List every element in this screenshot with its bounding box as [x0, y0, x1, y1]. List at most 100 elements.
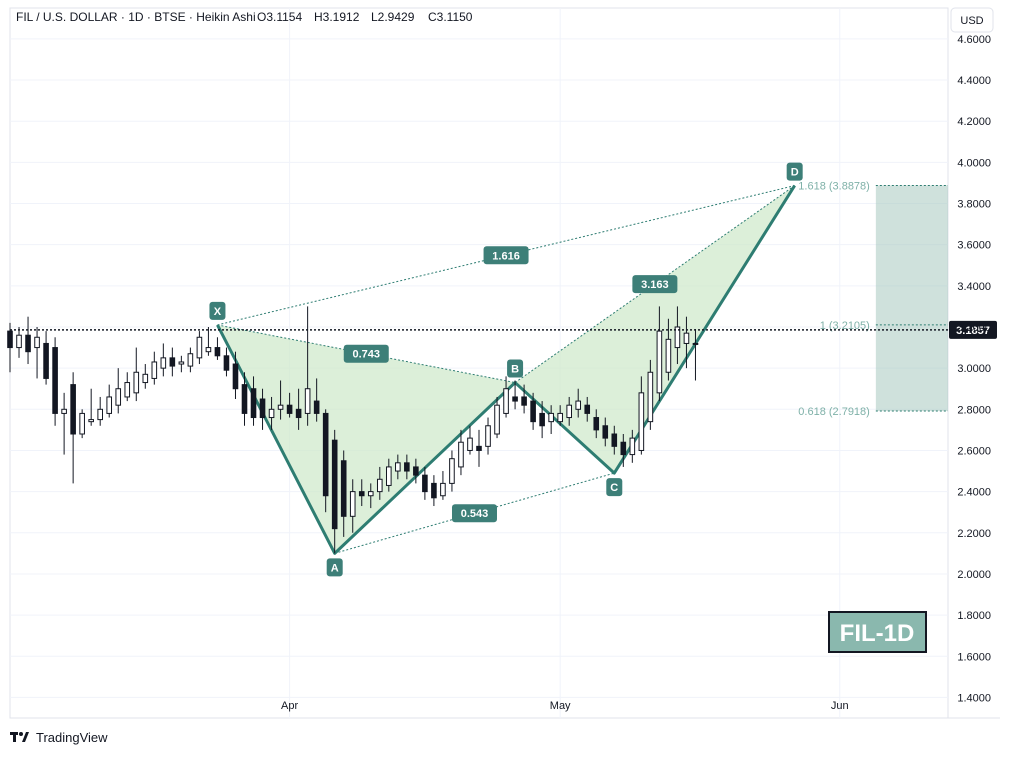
fib-level-label: 1.618 (3.8878)	[798, 180, 870, 192]
pattern-point-bg	[786, 162, 803, 181]
candle-body	[467, 437, 473, 451]
candle	[566, 396, 572, 426]
tradingview-logo-icon	[10, 732, 29, 742]
ratio-label-text: 0.543	[461, 508, 489, 520]
pattern-point-text: B	[511, 364, 519, 376]
candle-body	[449, 458, 455, 484]
candle-body	[593, 417, 600, 431]
candle	[205, 326, 212, 356]
candle	[142, 364, 149, 389]
candle-body	[404, 462, 410, 472]
candle-body	[340, 460, 347, 517]
candle	[629, 429, 636, 463]
candle	[386, 458, 392, 492]
candle	[647, 359, 654, 430]
ratio-label-bg	[451, 504, 497, 523]
price-tick-label: 2.0000	[957, 569, 991, 581]
symbol-watermark: FIL-1D	[828, 611, 927, 653]
price-tick-label: 2.8000	[957, 404, 991, 416]
candle	[467, 425, 473, 455]
candle-body	[142, 373, 149, 384]
candle-body	[503, 388, 509, 414]
candle-body	[304, 388, 311, 414]
candle-body	[25, 334, 31, 353]
candle	[52, 337, 58, 426]
ratio-label-bg	[632, 275, 678, 294]
pattern-triangle-xab	[217, 324, 516, 554]
pattern-point-label: A	[326, 558, 343, 577]
candle	[340, 450, 347, 537]
ohlc-item: C3.1150	[428, 10, 473, 24]
candle	[638, 376, 645, 455]
candle	[349, 479, 356, 533]
candle-body	[602, 425, 609, 439]
candle-body	[88, 419, 94, 423]
candle-body	[178, 361, 185, 365]
pattern-point-label: C	[606, 478, 623, 497]
candle	[440, 471, 446, 500]
candle-body	[665, 338, 672, 373]
candle-body	[133, 371, 140, 394]
candle	[413, 458, 419, 484]
candle-body	[530, 400, 536, 423]
candle-body	[431, 482, 437, 499]
candle	[115, 368, 122, 414]
ratio-line	[514, 185, 795, 383]
ratio-label-text: 3.163	[641, 279, 669, 291]
candle	[521, 384, 527, 414]
tradingview-brand[interactable]: TradingView	[10, 726, 108, 748]
pattern-point-label: X	[209, 301, 226, 320]
candle-body	[223, 355, 230, 371]
candle	[512, 380, 518, 410]
currency-button[interactable]: USD	[950, 7, 994, 33]
candle	[79, 409, 85, 439]
candle-body	[476, 445, 482, 451]
current-price-tag	[949, 320, 997, 339]
candle-body	[584, 404, 591, 414]
candle-body	[52, 347, 58, 414]
candle-body	[629, 437, 636, 456]
candle	[376, 466, 383, 500]
candle	[286, 392, 293, 418]
candle-body	[566, 404, 572, 419]
pattern-point-label: B	[507, 359, 524, 378]
candle	[331, 429, 338, 554]
candle	[25, 316, 31, 365]
candle	[503, 376, 509, 418]
candle-body	[34, 336, 40, 349]
candle	[530, 392, 536, 430]
target-zone	[875, 185, 948, 411]
candle-body	[386, 466, 392, 486]
ohlc-item: H3.1912	[314, 10, 360, 24]
candle-body	[440, 482, 446, 497]
price-tick-label: 3.8000	[957, 199, 991, 211]
candle	[485, 417, 491, 455]
ratio-label-bg	[483, 246, 529, 265]
candle-body	[259, 398, 266, 419]
ratio-label: 0.543	[451, 504, 497, 523]
candle-body	[322, 412, 329, 497]
candle-body	[205, 347, 212, 353]
pattern-point-text: A	[331, 562, 339, 574]
price-tick-label: 4.0000	[957, 157, 991, 169]
candle	[7, 322, 13, 373]
pattern-point-text: C	[610, 482, 618, 494]
candle	[106, 384, 113, 418]
price-tick-label: 1.4000	[957, 692, 991, 704]
pattern-point-bg	[209, 301, 226, 320]
candle-body	[295, 408, 302, 419]
tradingview-label: TradingView	[36, 729, 108, 745]
candle	[593, 409, 600, 439]
candle-body	[160, 357, 167, 369]
candle-body	[458, 441, 464, 468]
candle-body	[187, 353, 194, 367]
pattern-point-bg	[326, 558, 343, 577]
ratio-line	[217, 324, 516, 384]
candle	[151, 351, 158, 385]
candle-body	[692, 342, 699, 345]
candle-body	[683, 332, 690, 344]
candle	[313, 378, 320, 422]
candle-body	[268, 408, 275, 419]
